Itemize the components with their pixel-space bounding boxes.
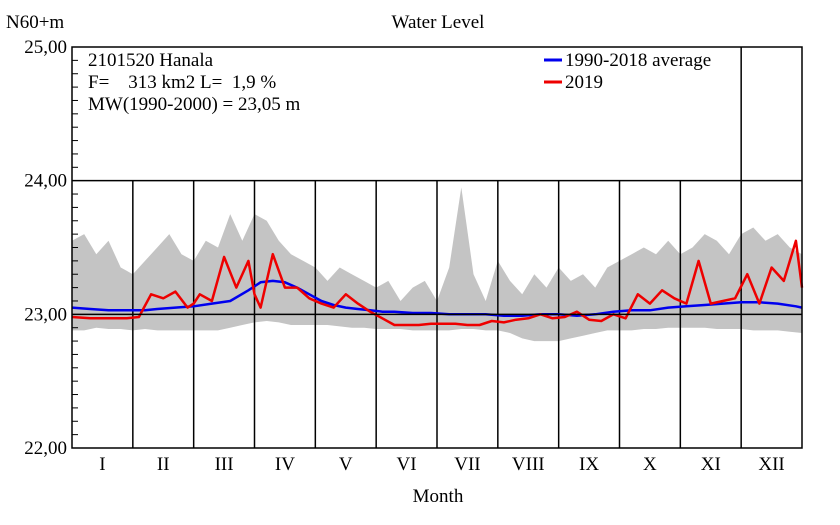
x-tick-label: VIII — [512, 454, 545, 475]
chart-title: Water Level — [392, 12, 485, 33]
station-info-line: 2101520 Hanala — [88, 50, 214, 71]
series-line-2019 — [71, 239, 804, 327]
legend: 1990-2018 average 2019 — [544, 50, 711, 93]
x-tick-label: III — [215, 454, 234, 475]
series-line-average — [71, 279, 803, 317]
y-tick-label: 24,00 — [24, 171, 67, 192]
plot-area — [71, 46, 804, 449]
x-tick-label: II — [157, 454, 170, 475]
x-tick-label: I — [99, 454, 105, 475]
y-tick-label: 22,00 — [24, 438, 67, 459]
x-tick-label: VI — [397, 454, 417, 475]
x-tick-label: V — [339, 454, 353, 475]
station-info-line: MW(1990-2000) = 23,05 m — [88, 94, 301, 115]
station-info-line: F= 313 km2 L= 1,9 % — [88, 72, 276, 93]
y-axis-label: N60+m — [6, 12, 64, 33]
legend-label-2019: 2019 — [565, 72, 603, 93]
legend-label-average: 1990-2018 average — [565, 50, 711, 71]
station-info: 2101520 Hanala F= 313 km2 L= 1,9 % MW(19… — [88, 50, 301, 115]
x-tick-label: VII — [454, 454, 480, 475]
y-tick-label: 23,00 — [24, 304, 67, 325]
x-tick-label: X — [643, 454, 657, 475]
x-tick-label: IX — [579, 454, 599, 475]
x-tick-label: XI — [701, 454, 721, 475]
x-axis-label: Month — [413, 486, 464, 507]
x-tick-label: IV — [275, 454, 295, 475]
x-tick-label: XII — [758, 454, 784, 475]
y-tick-label: 25,00 — [24, 37, 67, 58]
